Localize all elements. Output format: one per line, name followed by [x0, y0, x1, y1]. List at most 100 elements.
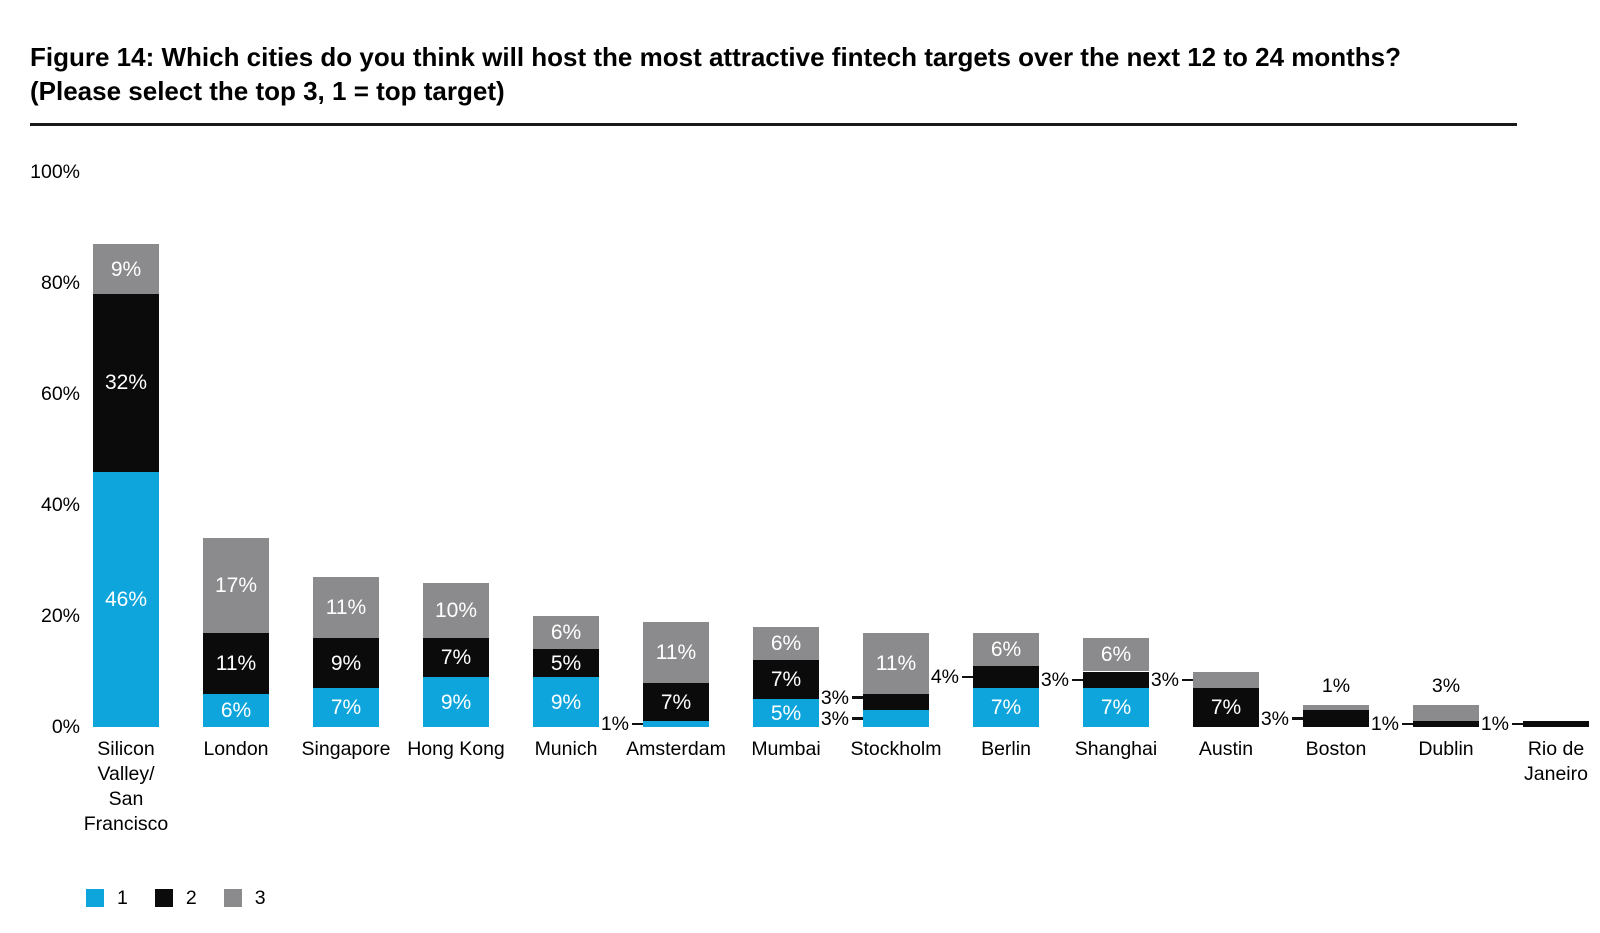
bar-segment-3-berlin	[973, 632, 1039, 666]
segment-value-label: 7%	[330, 696, 362, 720]
segment-value-label: 7%	[990, 696, 1022, 720]
bar-segment-1-stockholm	[863, 710, 929, 727]
callout-text: 1%	[1370, 713, 1399, 736]
callout-dash	[1182, 678, 1193, 682]
x-axis-label-munich: Munich	[534, 738, 598, 760]
y-axis-tick-label: 40%	[40, 494, 80, 516]
segment-value-label: 46%	[104, 587, 148, 611]
callout-dash	[1512, 722, 1523, 726]
callout-text: 1%	[600, 713, 629, 736]
bar-segment-3-singapore	[313, 577, 379, 639]
figure-title: Figure 14: Which cities do you think wil…	[30, 42, 1402, 106]
segment-value-callout: 1%	[601, 712, 643, 736]
x-axis-label-london: London	[203, 738, 269, 760]
callout-dash	[1292, 717, 1303, 720]
bar-segment-2-dublin	[1413, 721, 1479, 727]
bar-segment-1-silicon	[93, 471, 159, 727]
bar-segment-3-amsterdam	[643, 621, 709, 683]
bar-segment-2-rio-de	[1523, 721, 1589, 727]
x-axis-label-shanghai: Shanghai	[1074, 738, 1158, 760]
segment-value-label: 9%	[440, 690, 472, 714]
callout-dash	[632, 722, 643, 726]
segment-value-label: 7%	[440, 646, 472, 670]
segment-value-callout: 1%	[1371, 712, 1413, 736]
callout-dash	[852, 696, 863, 699]
x-axis-label-berlin: Berlin	[981, 738, 1031, 760]
bar-segment-2-austin	[1193, 688, 1259, 727]
bar-segment-3-silicon	[93, 244, 159, 295]
y-axis-tick-label: 20%	[40, 605, 80, 627]
segment-value-callout: 3%	[1151, 668, 1193, 692]
bar-segment-2-shanghai	[1083, 671, 1149, 689]
callout-text: 3%	[820, 686, 849, 709]
segment-value-label: 6%	[1100, 643, 1132, 667]
bar-segment-3-austin	[1193, 671, 1259, 689]
callout-text: 3%	[1260, 707, 1289, 730]
bar-segment-2-amsterdam	[643, 682, 709, 722]
segment-value-label: 6%	[550, 621, 582, 645]
segment-value-label: 6%	[220, 698, 252, 722]
y-axis-tick-label: 80%	[40, 272, 80, 294]
bar-segment-1-shanghai	[1083, 688, 1149, 727]
segment-value-label: 7%	[660, 690, 692, 714]
x-axis-label-rio-de: Rio de Janeiro	[1524, 738, 1588, 785]
legend-item-3: 3	[223, 887, 266, 909]
segment-value-label: 5%	[550, 651, 582, 675]
bar-segment-2-berlin	[973, 665, 1039, 689]
bar-segment-1-mumbai	[753, 699, 819, 727]
bar-segment-2-hong-kong	[423, 638, 489, 678]
segment-value-label-above: 3%	[1431, 674, 1461, 697]
x-axis-label-boston: Boston	[1305, 738, 1367, 760]
bar-segment-2-boston	[1303, 710, 1369, 727]
segment-value-label: 17%	[214, 573, 258, 597]
legend-swatch-3	[223, 889, 242, 907]
bar-segment-1-singapore	[313, 688, 379, 727]
legend-label: 1	[117, 887, 128, 909]
segment-value-callout: 3%	[1261, 707, 1303, 731]
bar-segment-3-boston	[1303, 704, 1369, 711]
segment-value-label: 6%	[770, 632, 802, 656]
segment-value-label: 5%	[770, 701, 802, 725]
callout-text: 3%	[1150, 668, 1179, 691]
x-axis-label-hong-kong: Hong Kong	[407, 738, 505, 760]
bar-segment-1-berlin	[973, 688, 1039, 727]
segment-value-callout: 3%	[821, 686, 863, 710]
bar-segment-3-shanghai	[1083, 638, 1149, 672]
bar-segment-3-munich	[533, 616, 599, 650]
bar-segment-2-london	[203, 632, 269, 694]
segment-value-label: 7%	[1210, 696, 1242, 720]
x-axis-label-mumbai: Mumbai	[751, 738, 821, 760]
callout-dash	[1402, 722, 1413, 726]
x-axis-label-amsterdam: Amsterdam	[626, 738, 726, 760]
callout-dash	[962, 675, 973, 679]
segment-value-label: 7%	[1100, 696, 1132, 720]
legend-item-2: 2	[154, 888, 197, 908]
x-axis-label-austin: Austin	[1198, 738, 1254, 760]
bar-segment-1-amsterdam	[643, 721, 709, 727]
bar-segment-2-mumbai	[753, 660, 819, 700]
legend-label: 3	[254, 887, 266, 909]
x-axis-label-singapore: Singapore	[301, 738, 391, 760]
y-axis-tick-label: 100%	[30, 161, 80, 183]
x-axis-label-dublin: Dublin	[1418, 738, 1474, 760]
segment-value-label: 10%	[434, 598, 478, 622]
callout-text: 3%	[1040, 668, 1069, 691]
segment-value-label: 11%	[655, 640, 697, 664]
chart-legend: 1 2 3	[86, 887, 266, 909]
segment-value-callout: 4%	[931, 665, 973, 689]
segment-value-label: 11%	[325, 596, 367, 620]
bar-segment-2-silicon	[93, 294, 159, 472]
callout-dash	[852, 717, 863, 720]
bar-segment-3-hong-kong	[423, 582, 489, 639]
bar-segment-3-dublin	[1413, 704, 1479, 722]
y-axis-tick-label: 60%	[40, 383, 80, 405]
bar-segment-2-munich	[533, 649, 599, 678]
segment-value-callout: 3%	[821, 707, 863, 731]
segment-value-label: 9%	[110, 257, 142, 281]
segment-value-label: 6%	[990, 637, 1022, 661]
bar-segment-3-london	[203, 538, 269, 633]
segment-value-label: 11%	[875, 651, 917, 675]
segment-value-callout: 3%	[1041, 668, 1083, 692]
title-divider	[30, 123, 1517, 126]
bar-segment-1-london	[203, 693, 269, 727]
